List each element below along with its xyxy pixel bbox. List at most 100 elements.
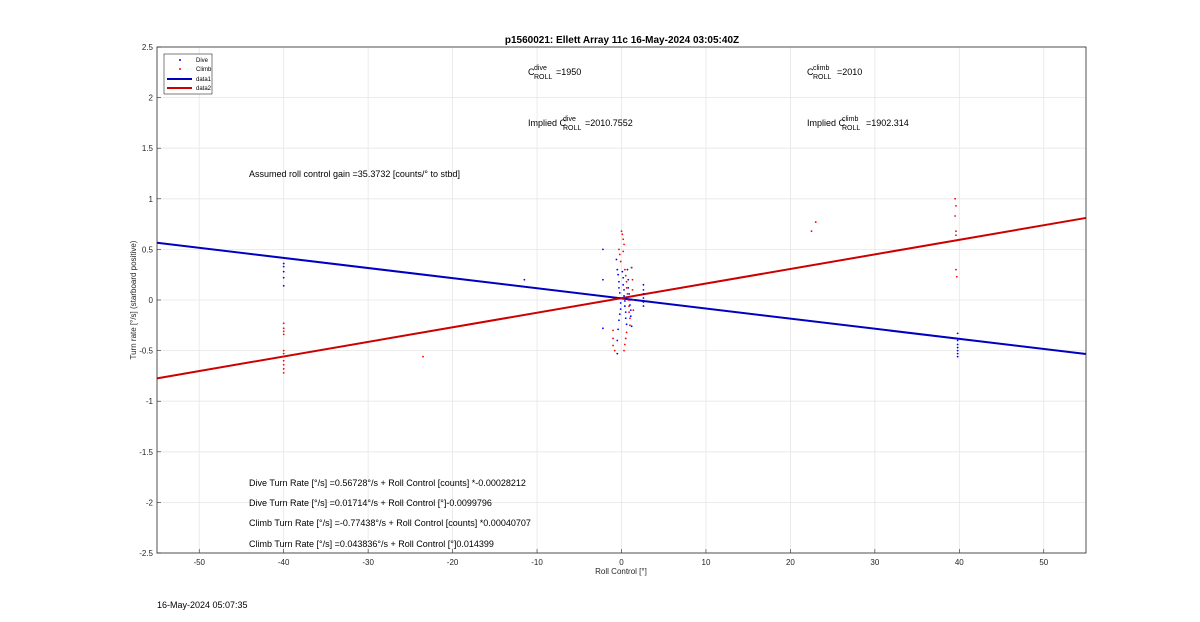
dive-point: [602, 278, 604, 281]
annotation-c-dive: C dive ROLL =1950: [528, 65, 581, 81]
dive-point: [622, 283, 625, 286]
dive-point: [282, 276, 285, 279]
x-tick-label: 40: [955, 558, 964, 567]
x-tick-label: -30: [362, 558, 374, 567]
annotation-c-climb-prefix: C: [807, 67, 814, 77]
climb-point: [620, 230, 623, 233]
climb-point: [954, 215, 956, 217]
y-tick-label: 0: [149, 296, 154, 305]
footer-timestamp: 16-May-2024 05:07:35: [157, 600, 248, 610]
annotation-c-climb-value: =2010: [837, 67, 862, 77]
annotation-implied-climb-prefix: Implied C: [807, 118, 846, 128]
annotation-implied-dive: Implied C dive ROLL =2010.7552: [528, 116, 633, 132]
dive-point: [621, 270, 624, 273]
chart-title: p1560021: Ellett Array 11c 16-May-2024 0…: [505, 35, 739, 46]
dive-point: [623, 288, 625, 291]
x-tick-label: -40: [278, 558, 290, 567]
climb-point: [619, 260, 622, 263]
y-tick-label: 2.5: [142, 43, 154, 52]
dive-point: [626, 268, 629, 271]
dive-point: [618, 280, 620, 283]
dive-point: [628, 293, 631, 295]
annotation-c-dive-value: =1950: [556, 67, 581, 77]
dive-point: [617, 328, 620, 331]
climb-point: [622, 238, 625, 241]
y-tick-label: -0.5: [139, 347, 153, 356]
climb-point: [629, 317, 631, 320]
climb-point: [814, 221, 817, 223]
climb-point: [624, 337, 627, 340]
dive-point: [956, 343, 959, 346]
dive-point: [619, 308, 622, 311]
climb-point: [612, 329, 614, 332]
dive-point: [623, 295, 625, 297]
dive-point: [617, 273, 620, 276]
climb-point: [625, 331, 628, 334]
annotation-c-climb: C climb ROLL =2010: [807, 65, 862, 81]
y-tick-labels: -2.5 -2 -1.5 -1 -0.5 0 0.5 1 1.5 2 2.5: [139, 43, 153, 558]
annotation-implied-climb-value: =1902.314: [866, 118, 909, 128]
climb-point: [282, 322, 285, 325]
climb-point: [282, 359, 285, 362]
climb-point: [628, 311, 631, 314]
climb-point: [282, 349, 285, 352]
annotation-eq-climb-deg: Climb Turn Rate [°/s] =0.043836°/s + Rol…: [249, 539, 494, 549]
dive-point: [623, 300, 626, 302]
legend-climb-label: Climb: [196, 67, 212, 73]
y-tick-label: 2: [149, 94, 154, 103]
dive-point: [616, 268, 619, 271]
climb-point: [612, 337, 614, 340]
dive-point: [523, 278, 526, 281]
climb-point: [628, 305, 631, 307]
climb-point: [954, 197, 956, 200]
x-tick-label: 0: [619, 558, 624, 567]
annotation-eq-dive-deg: Dive Turn Rate [°/s] =0.01714°/s + Roll …: [249, 498, 492, 508]
annotation-c-climb-sub: ROLL: [813, 74, 831, 81]
dive-point: [618, 319, 620, 322]
dive-point: [642, 301, 645, 303]
x-tick-label: 20: [786, 558, 795, 567]
dive-point: [625, 323, 628, 326]
x-tick-label: 30: [870, 558, 879, 567]
climb-point: [955, 275, 958, 278]
climb-point: [282, 327, 285, 330]
dive-point: [642, 305, 645, 307]
dive-point: [629, 299, 631, 301]
climb-point: [282, 355, 285, 358]
y-tick-label: -1.5: [139, 448, 153, 457]
annotation-implied-dive-sub: ROLL: [563, 125, 581, 132]
dive-point: [624, 311, 627, 314]
climb-point: [612, 344, 614, 347]
dive-point: [602, 248, 604, 251]
dive-point: [618, 292, 621, 294]
annotation-implied-climb-sup: climb: [842, 116, 858, 123]
climb-point: [622, 250, 625, 253]
climb-point: [618, 248, 620, 251]
dive-point: [616, 339, 619, 342]
legend: Dive Climb data1 data2: [163, 53, 213, 95]
climb-point: [630, 266, 633, 269]
annotation-implied-climb: Implied C climb ROLL =1902.314: [807, 116, 909, 132]
climb-point: [623, 243, 625, 246]
dive-point: [956, 346, 959, 349]
x-tick-label: 50: [1039, 558, 1048, 567]
x-tick-label: -10: [531, 558, 543, 567]
climb-point: [632, 299, 635, 301]
y-tick-label: -1: [146, 397, 154, 406]
climb-point: [810, 230, 813, 233]
annotation-gain: Assumed roll control gain =35.3732 [coun…: [249, 169, 460, 179]
legend-dive-marker: [179, 59, 181, 61]
dive-point: [629, 315, 632, 318]
climb-point: [631, 288, 634, 291]
dive-point: [642, 288, 645, 291]
climb-point: [623, 343, 626, 346]
climb-point: [955, 204, 957, 207]
climb-point: [618, 253, 621, 256]
dive-point: [282, 284, 285, 287]
climb-point: [625, 286, 628, 289]
climb-point: [624, 274, 627, 277]
legend-dive-label: Dive: [196, 58, 209, 64]
dive-point: [956, 355, 959, 358]
dive-point: [956, 349, 959, 352]
